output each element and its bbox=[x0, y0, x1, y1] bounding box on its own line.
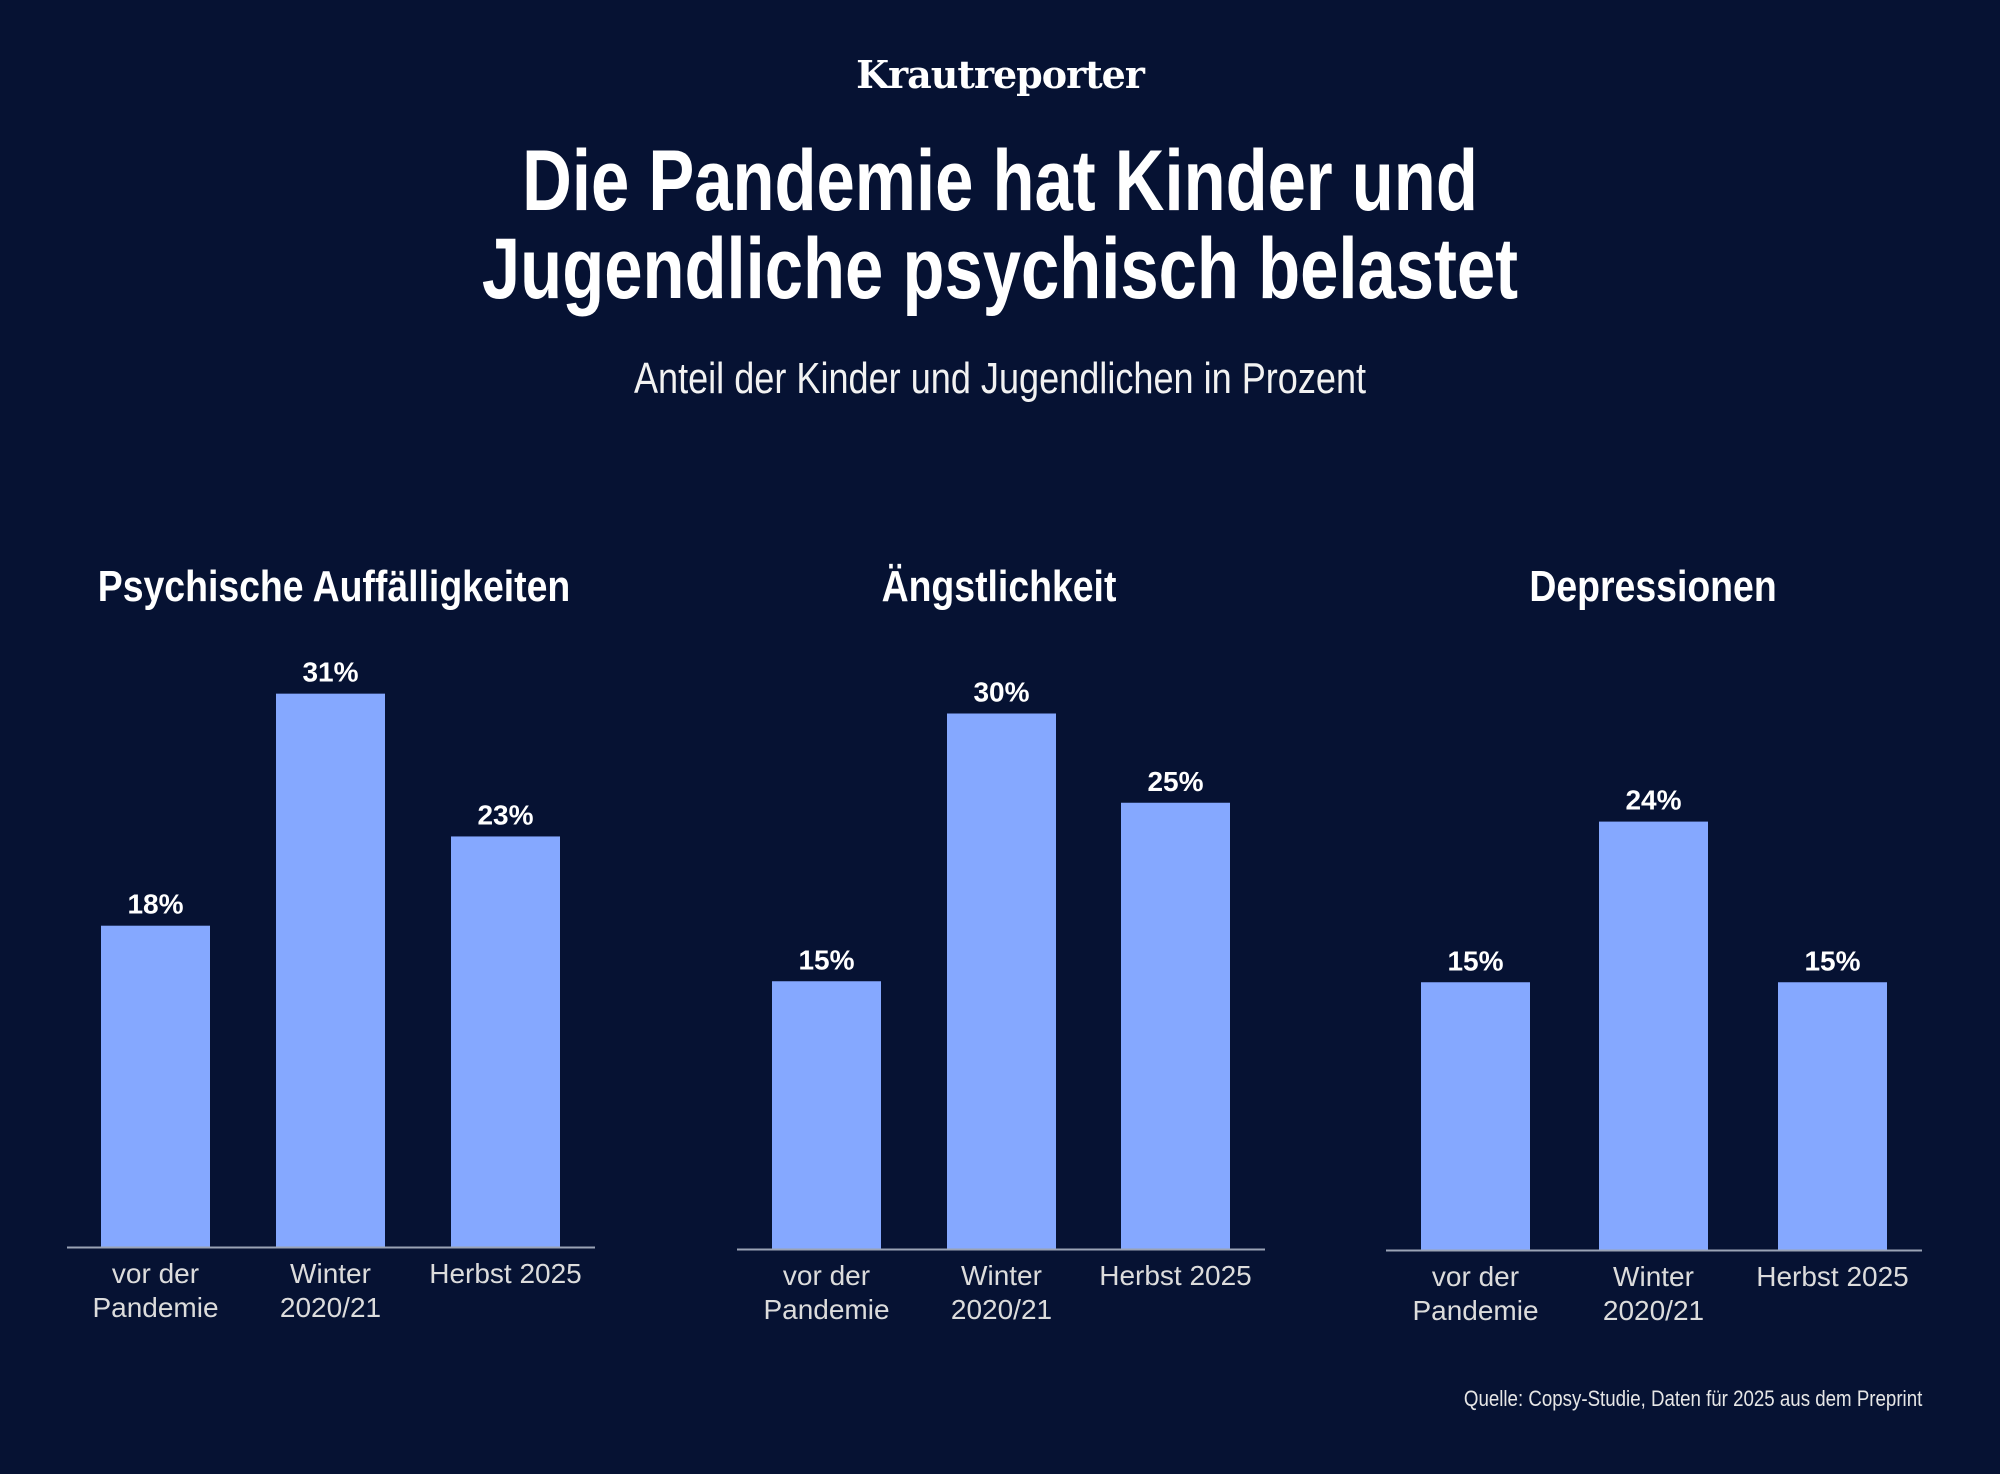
category-label: Herbst 2025 bbox=[1756, 1261, 1909, 1292]
bar bbox=[1421, 982, 1530, 1250]
data-label: 15% bbox=[1804, 945, 1860, 976]
category-label: Winter bbox=[290, 1258, 371, 1289]
category-label: Herbst 2025 bbox=[1099, 1260, 1252, 1291]
category-label: Winter bbox=[1613, 1261, 1694, 1292]
bar bbox=[1599, 821, 1708, 1250]
page-title-line-2: Jugendliche psychisch belastet bbox=[481, 221, 1519, 317]
bar bbox=[772, 981, 881, 1249]
source-note: Quelle: Copsy-Studie, Daten für 2025 aus… bbox=[1463, 1386, 1922, 1411]
bar bbox=[101, 925, 210, 1247]
page-subtitle: Anteil der Kinder und Jugendlichen in Pr… bbox=[633, 354, 1367, 403]
category-label: vor der bbox=[112, 1258, 199, 1289]
category-label: Pandemie bbox=[1412, 1295, 1538, 1326]
data-label: 31% bbox=[302, 657, 358, 688]
category-label: vor der bbox=[1432, 1261, 1519, 1292]
category-label: 2020/21 bbox=[951, 1294, 1052, 1325]
bar bbox=[1121, 802, 1230, 1249]
page-title-line-1: Die Pandemie hat Kinder und bbox=[522, 133, 1478, 229]
data-label: 23% bbox=[477, 799, 533, 830]
data-label: 30% bbox=[973, 677, 1029, 708]
data-label: 15% bbox=[1447, 945, 1503, 976]
bar bbox=[947, 713, 1056, 1249]
data-label: 15% bbox=[798, 944, 854, 975]
panel-title-depressionen: Depressionen bbox=[1529, 562, 1777, 611]
category-label: vor der bbox=[783, 1260, 870, 1291]
data-label: 24% bbox=[1625, 785, 1681, 816]
data-label: 25% bbox=[1147, 766, 1203, 797]
category-label: Herbst 2025 bbox=[429, 1258, 582, 1289]
category-label: 2020/21 bbox=[1603, 1295, 1704, 1326]
category-label: Winter bbox=[961, 1260, 1042, 1291]
category-label: 2020/21 bbox=[280, 1292, 381, 1323]
panel-title-psychische-auffaelligkeiten: Psychische Auffälligkeiten bbox=[97, 562, 571, 611]
krautreporter-logo: Krautreporter bbox=[856, 52, 1145, 97]
bar bbox=[276, 693, 385, 1247]
data-label: 18% bbox=[127, 889, 183, 920]
bar bbox=[451, 836, 560, 1247]
category-label: Pandemie bbox=[763, 1294, 889, 1325]
category-label: Pandemie bbox=[92, 1292, 218, 1323]
panel-title-aengstlichkeit: Ängstlichkeit bbox=[881, 562, 1117, 611]
bar bbox=[1778, 982, 1887, 1250]
